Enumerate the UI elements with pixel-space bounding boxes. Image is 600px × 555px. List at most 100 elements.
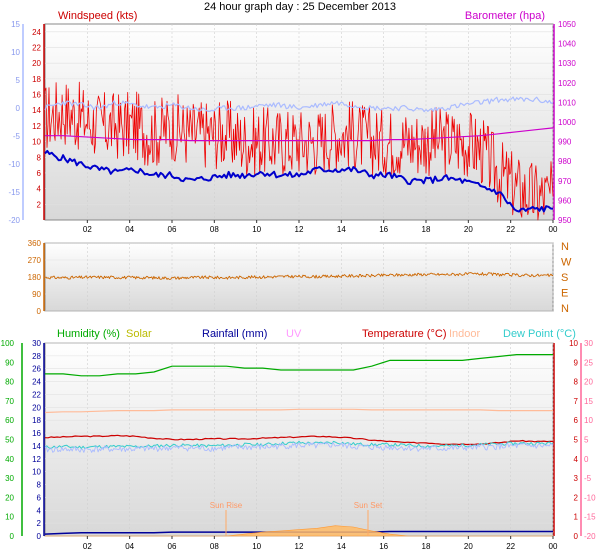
direction-tick-label: 90 bbox=[32, 290, 41, 299]
temp-line-dark bbox=[44, 149, 554, 213]
direction-grid bbox=[45, 242, 554, 312]
x-tick-label: 10 bbox=[252, 542, 261, 551]
temperature-tick-label: 8 bbox=[574, 378, 579, 387]
x-tick-label: 02 bbox=[83, 225, 92, 234]
direction-tick-label: 360 bbox=[28, 239, 42, 248]
temperature-tick-label: 5 bbox=[574, 436, 579, 445]
windspeed-tick-label: 6 bbox=[37, 169, 42, 178]
windspeed-tick-label: 4 bbox=[37, 185, 42, 194]
header-6: Dew Point (°C) bbox=[503, 328, 576, 340]
wind-panel: Windspeed (kts) Barometer (hpa) 24681012… bbox=[8, 10, 576, 234]
temp-tick-label: 0 bbox=[16, 104, 21, 113]
temperature-tick-label: 10 bbox=[569, 339, 578, 348]
barometer-tick-label: 990 bbox=[558, 138, 572, 147]
header-3: UV bbox=[286, 328, 302, 340]
x-tick-label: 12 bbox=[295, 542, 304, 551]
rain-tick-label: 28 bbox=[32, 352, 41, 361]
header-1: Solar bbox=[126, 328, 152, 340]
x-tick-label: 20 bbox=[464, 225, 473, 234]
barometer-tick-label: 950 bbox=[558, 216, 572, 225]
temperature-tick-label: 1 bbox=[574, 513, 579, 522]
dewpoint-light-line bbox=[44, 441, 554, 453]
x-tick-label: 04 bbox=[125, 225, 134, 234]
temp-tick-label: 15 bbox=[11, 20, 20, 29]
humidity-series bbox=[44, 354, 554, 537]
temp-tick-label: -10 bbox=[8, 160, 20, 169]
windspeed-tick-label: 16 bbox=[32, 91, 41, 100]
sunrise-marker: Sun Rise bbox=[210, 501, 243, 536]
compass-label: N bbox=[561, 303, 569, 315]
direction-tick-label: 270 bbox=[28, 256, 42, 265]
x-tick-label: 08 bbox=[210, 225, 219, 234]
humidity-line bbox=[45, 354, 553, 377]
extra-tick-label: -5 bbox=[584, 474, 592, 483]
chart-title: 24 hour graph day : 25 December 2013 bbox=[204, 1, 396, 13]
temp-tick-label: -15 bbox=[8, 188, 20, 197]
x-tick-label: 18 bbox=[422, 542, 431, 551]
direction-series bbox=[44, 272, 553, 280]
humidity-panel: Humidity (%) Solar Rainfall (mm) UV Temperat… bbox=[1, 328, 596, 551]
extra-tick-label: 30 bbox=[584, 339, 593, 348]
windspeed-tick-label: 24 bbox=[32, 28, 41, 37]
humidity-tick-label: 10 bbox=[5, 513, 14, 522]
windspeed-tick-label: 22 bbox=[32, 44, 41, 53]
windspeed-axis-label: Windspeed (kts) bbox=[58, 10, 137, 22]
barometer-tick-label: 1030 bbox=[558, 59, 576, 68]
x-tick-label: 12 bbox=[295, 225, 304, 234]
x-tick-label: 16 bbox=[379, 542, 388, 551]
windspeed-tick-label: 14 bbox=[32, 106, 41, 115]
wind-ticks: 24681012141618202224-20-15-10-5051015950… bbox=[8, 20, 576, 234]
humidity-tick-label: 70 bbox=[5, 397, 14, 406]
temperature-tick-label: 0 bbox=[574, 532, 579, 541]
x-tick-label: 16 bbox=[379, 225, 388, 234]
sunset-marker: Sun Set bbox=[354, 501, 383, 536]
barometer-tick-label: 980 bbox=[558, 157, 572, 166]
dewpoint-line bbox=[44, 440, 554, 450]
x-tick-label: 18 bbox=[422, 225, 431, 234]
humidity-tick-label: 100 bbox=[1, 339, 15, 348]
rain-tick-label: 26 bbox=[32, 365, 41, 374]
compass-label: E bbox=[561, 288, 568, 300]
humidity-tick-label: 80 bbox=[5, 378, 14, 387]
extra-tick-label: -10 bbox=[584, 493, 596, 502]
windspeed-tick-label: 20 bbox=[32, 59, 41, 68]
rain-tick-label: 8 bbox=[37, 481, 42, 490]
windspeed-tick-label: 18 bbox=[32, 75, 41, 84]
header-2: Rainfall (mm) bbox=[202, 328, 267, 340]
barometer-tick-label: 1050 bbox=[558, 20, 576, 29]
humidity-headers: Humidity (%) Solar Rainfall (mm) UV Temperat… bbox=[57, 328, 576, 340]
temp-tick-label: 5 bbox=[16, 76, 21, 85]
rain-tick-label: 24 bbox=[32, 378, 41, 387]
barometer-tick-label: 1000 bbox=[558, 118, 576, 127]
rain-tick-label: 22 bbox=[32, 390, 41, 399]
sunset-label: Sun Set bbox=[354, 501, 383, 510]
temp-tick-label: -5 bbox=[13, 132, 21, 141]
extra-tick-label: 15 bbox=[584, 397, 593, 406]
x-tick-label: 14 bbox=[337, 542, 346, 551]
temp-line-light bbox=[44, 96, 554, 113]
humidity-tick-label: 30 bbox=[5, 474, 14, 483]
x-tick-label: 08 bbox=[210, 542, 219, 551]
compass-label: W bbox=[561, 257, 572, 269]
barometer-line bbox=[45, 127, 554, 142]
x-tick-label: 10 bbox=[252, 225, 261, 234]
x-tick-label: 04 bbox=[125, 542, 134, 551]
direction-tick-label: 0 bbox=[37, 307, 42, 316]
x-tick-label: 00 bbox=[549, 542, 558, 551]
temperature-tick-label: 4 bbox=[574, 455, 579, 464]
header-5: Indoor bbox=[449, 328, 481, 340]
rain-tick-label: 10 bbox=[32, 468, 41, 477]
direction-tick-label: 180 bbox=[28, 273, 42, 282]
temp-tick-label: 10 bbox=[11, 48, 20, 57]
x-tick-label: 20 bbox=[464, 542, 473, 551]
windspeed-tick-label: 8 bbox=[37, 153, 42, 162]
humidity-tick-label: 20 bbox=[5, 493, 14, 502]
barometer-tick-label: 1010 bbox=[558, 98, 576, 107]
extra-tick-label: 5 bbox=[584, 436, 589, 445]
temperature-tick-label: 3 bbox=[574, 474, 579, 483]
extra-tick-label: 10 bbox=[584, 416, 593, 425]
rain-tick-label: 2 bbox=[37, 519, 42, 528]
humidity-tick-label: 50 bbox=[5, 436, 14, 445]
